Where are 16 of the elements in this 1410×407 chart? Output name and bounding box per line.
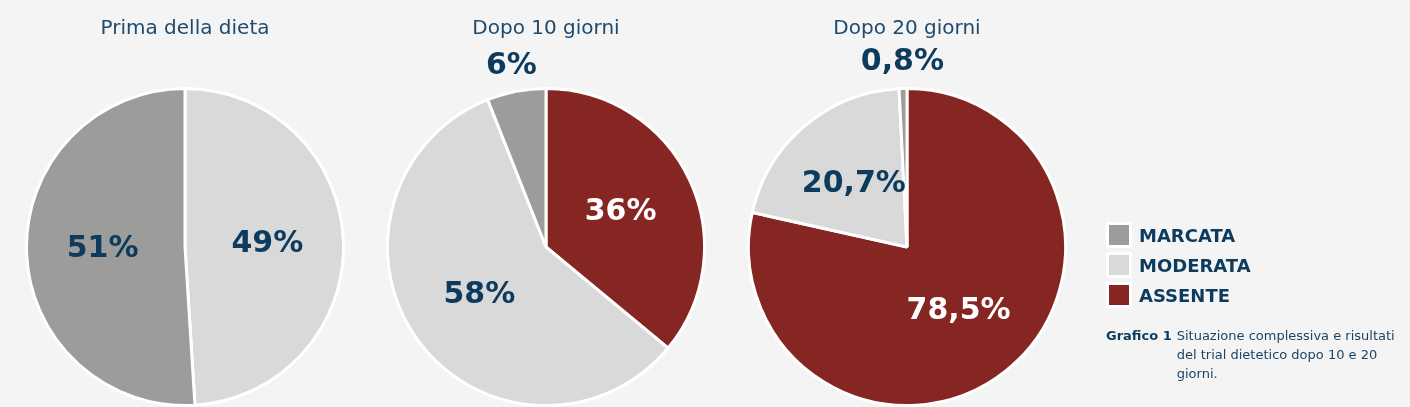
legend-label: MARCATA: [1139, 224, 1236, 246]
data-label: 0,8%: [860, 42, 944, 78]
data-label: 78,5%: [906, 291, 1011, 327]
legend-label: MODERATA: [1139, 254, 1251, 276]
chart-title: Dopo 20 giorni: [832, 14, 982, 41]
data-label: 51%: [66, 229, 139, 265]
data-label: 49%: [231, 224, 304, 260]
chart-title: Dopo 10 giorni: [471, 14, 621, 41]
legend-label: ASSENTE: [1139, 284, 1230, 306]
data-label: 6%: [485, 45, 537, 81]
data-label: 58%: [443, 275, 516, 311]
data-label: 36%: [584, 191, 657, 227]
chart-title: Prima della dieta: [99, 14, 271, 41]
text: Grafico 1: [1106, 327, 1172, 345]
text: Situazione complessiva e risultati del trial dietetico dopo 10 e 20 giorni.: [1176, 327, 1396, 383]
data-label: 20,7%: [801, 163, 906, 199]
